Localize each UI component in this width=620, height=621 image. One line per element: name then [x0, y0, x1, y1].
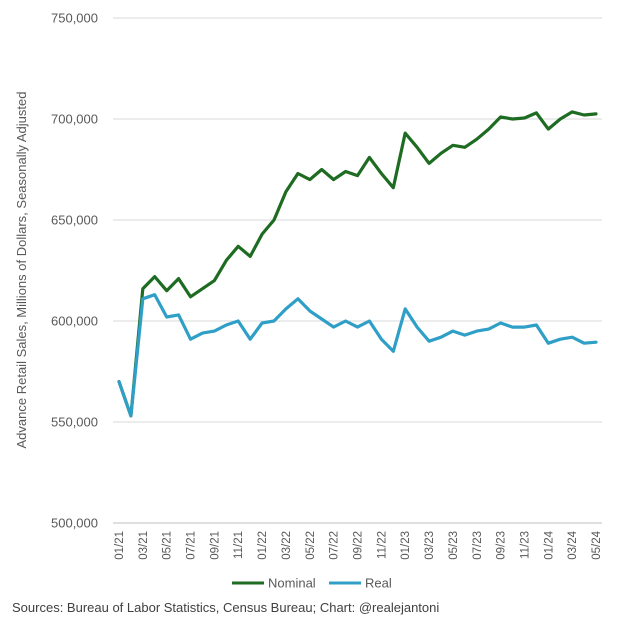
x-tick-label: 03/23 — [424, 531, 436, 560]
x-tick-label: 05/23 — [448, 531, 460, 560]
y-tick-label: 500,000 — [51, 516, 98, 531]
x-tick-label: 03/21 — [138, 531, 150, 560]
x-tick-label: 07/23 — [472, 531, 484, 560]
x-tick-label: 07/21 — [186, 531, 198, 560]
series-line-real — [117, 293, 598, 418]
y-tick-label: 650,000 — [51, 213, 98, 228]
legend: Nominal Real — [232, 576, 392, 591]
y-tick-label: 700,000 — [51, 112, 98, 127]
x-tick-label: 01/23 — [400, 531, 412, 560]
y-tick-label: 750,000 — [51, 11, 98, 26]
x-tick-label: 01/22 — [257, 531, 269, 560]
x-tick-label: 09/21 — [209, 531, 221, 560]
y-tick-label: 550,000 — [51, 415, 98, 430]
x-tick-label: 05/24 — [591, 530, 603, 559]
y-axis-label: Advance Retail Sales, Millions of Dollar… — [14, 92, 29, 449]
x-tick-label: 03/22 — [281, 531, 293, 560]
x-tick-label: 09/23 — [496, 531, 508, 560]
x-tick-label: 03/24 — [567, 530, 579, 559]
x-tick-label: 01/21 — [114, 531, 126, 560]
x-axis-ticks: 01/21 03/21 05/21 07/21 09/21 11/21 01/22 03/22… — [114, 530, 603, 559]
x-tick-label: 11/21 — [233, 531, 245, 559]
line-chart: 500,000 550,000 600,000 650,000 700,000 750,0… — [14, 11, 603, 591]
x-tick-label: 05/21 — [162, 531, 174, 560]
x-tick-label: 05/22 — [305, 531, 317, 560]
y-axis-ticks: 500,000 550,000 600,000 650,000 700,000 750,0… — [51, 11, 98, 531]
legend-label: Nominal — [268, 576, 316, 591]
gridlines — [113, 17, 602, 524]
x-tick-label: 11/22 — [376, 531, 388, 559]
x-tick-label: 11/23 — [519, 531, 531, 559]
series-lines — [117, 110, 598, 418]
series-line-nominal — [117, 110, 598, 418]
y-tick-label: 600,000 — [51, 314, 98, 329]
x-tick-label: 01/24 — [543, 530, 555, 559]
legend-label: Real — [365, 576, 392, 591]
x-tick-label: 07/22 — [329, 531, 341, 560]
source-note: Sources: Bureau of Labor Statistics, Cen… — [12, 600, 440, 615]
x-tick-label: 09/22 — [353, 531, 365, 560]
